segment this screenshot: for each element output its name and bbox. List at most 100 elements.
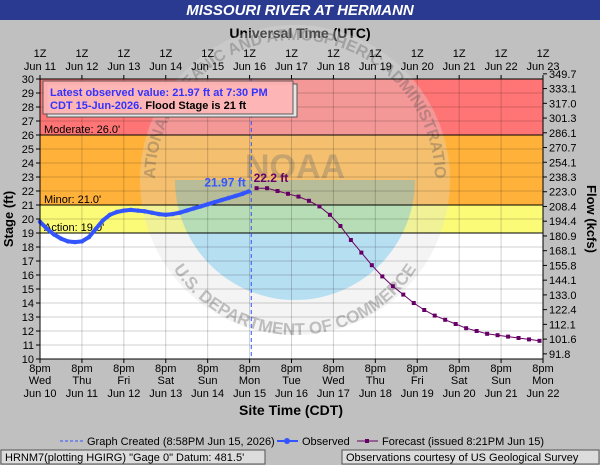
- y-right-tick-label-6: 155.8: [549, 260, 577, 272]
- flood-threshold-labels: Moderate: 26.0' Minor: 21.0' Action: 19.0': [44, 124, 120, 234]
- forecast-point-1: [265, 186, 270, 191]
- forecast-point-0: [254, 186, 259, 191]
- x-bottom-tick-day-10: Sat: [451, 375, 468, 387]
- observed-point-19: [170, 211, 175, 217]
- y-right-tick-label-11: 223.0: [549, 187, 577, 199]
- forecast-point-14: [401, 292, 406, 297]
- y-right-tick-label-8: 180.9: [549, 231, 577, 243]
- observed-point-24: [205, 202, 210, 207]
- forecast-point-12: [380, 274, 385, 279]
- observed-point-8: [93, 226, 99, 231]
- flood-threshold-label-1: Minor: 21.0': [44, 194, 101, 206]
- y-axis-right-ticks: 91.8 101.6 112.1 122.4 133.0 144.1 155.8 168.1 1…: [543, 69, 577, 361]
- forecast-point-26: [527, 337, 532, 342]
- x-bottom-tick-time-7: 8pm: [323, 363, 344, 375]
- forecast-peak-label: 22.2 ft: [254, 171, 289, 185]
- y-left-tick-label-2: 12: [22, 326, 34, 338]
- observed-point-20: [177, 210, 182, 215]
- observed-point-1: [44, 226, 50, 231]
- y-left-tick-label-14: 24: [22, 158, 34, 170]
- x-bottom-tick-time-12: 8pm: [532, 363, 553, 375]
- y-right-tick-label-3: 122.4: [549, 305, 577, 317]
- x-bottom-tick-day-3: Sat: [157, 375, 174, 387]
- x-top-tick-date-2: Jun 13: [107, 61, 140, 73]
- observed-point-5: [72, 239, 78, 245]
- x-bottom-tick-time-1: 8pm: [71, 363, 92, 375]
- x-bottom-tick-day-0: Wed: [29, 375, 51, 387]
- observed-point-11: [114, 209, 120, 215]
- x-bottom-tick-time-5: 8pm: [239, 363, 260, 375]
- x-bottom-tick-date-2: Jun 12: [107, 388, 140, 400]
- watermark-center-text: NOAA: [245, 148, 345, 186]
- y-left-tick-label-17: 27: [22, 116, 34, 128]
- forecast-point-9: [348, 238, 353, 242]
- y-right-tick-label-1: 101.6: [549, 334, 577, 346]
- observed-point-12: [121, 208, 127, 213]
- legend-observed-marker: [284, 438, 290, 444]
- footer-datum-text: HRNM7(plotting HGIRG) "Gage 0" Datum: 48…: [5, 452, 244, 464]
- y-left-tick-label-3: 13: [22, 312, 34, 324]
- x-top-tick-hour-2: 1Z: [117, 48, 130, 60]
- bottom-axis-label: Site Time (CDT): [239, 402, 343, 418]
- footer: HRNM7(plotting HGIRG) "Gage 0" Datum: 48…: [0, 449, 600, 465]
- observed-point-30: [246, 189, 251, 194]
- x-top-tick-date-4: Jun 15: [191, 61, 224, 73]
- forecast-point-22: [485, 331, 490, 336]
- legend-observed-label: Observed: [302, 436, 350, 448]
- x-top-tick-hour-6: 1Z: [285, 48, 298, 60]
- x-bottom-tick-date-6: Jun 16: [275, 388, 308, 400]
- x-top-tick-hour-11: 1Z: [495, 48, 508, 60]
- observed-series: [37, 189, 251, 245]
- legend: Graph Created (8:58PM Jun 15, 2026) Obse…: [60, 436, 544, 448]
- flood-threshold-label-0: Moderate: 26.0': [44, 124, 120, 136]
- y-right-tick-label-16: 301.3: [549, 113, 577, 125]
- watermark-wave: [175, 180, 415, 300]
- y-left-tick-label-1: 11: [23, 340, 34, 352]
- x-top-tick-date-0: Jun 11: [24, 61, 56, 73]
- forecast-point-7: [327, 212, 332, 217]
- x-bottom-tick-time-4: 8pm: [197, 363, 218, 375]
- x-bottom-tick-day-6: Tue: [282, 375, 301, 387]
- forecast-line: [256, 187, 540, 342]
- forecast-point-5: [306, 198, 311, 203]
- y-right-tick-label-5: 144.1: [549, 275, 577, 287]
- y-left-tick-label-13: 23: [22, 172, 34, 184]
- x-top-tick-hour-1: 1Z: [75, 48, 88, 60]
- y-axis-right-label: Flow (kcfs): [584, 185, 599, 253]
- flood-threshold-label-2: Action: 19.0': [44, 222, 104, 234]
- forecast-point-4: [296, 194, 301, 199]
- x-bottom-tick-time-9: 8pm: [407, 363, 428, 375]
- observed-point-23: [198, 204, 203, 209]
- x-bottom-tick-day-2: Fri: [117, 375, 130, 387]
- forecast-point-17: [432, 313, 437, 318]
- grid-lines: [39, 78, 544, 360]
- x-bottom-tick-date-1: Jun 11: [66, 388, 98, 400]
- y-left-tick-label-16: 26: [22, 130, 34, 142]
- title-bar: [0, 0, 600, 20]
- x-top-tick-hour-8: 1Z: [369, 48, 382, 60]
- x-top-tick-date-5: Jun 16: [233, 61, 266, 73]
- legend-forecast-label: Forecast (issued 8:21PM Jun 15): [382, 436, 544, 448]
- x-top-tick-hour-3: 1Z: [159, 48, 172, 60]
- y-left-tick-label-19: 29: [22, 88, 34, 100]
- observed-point-21: [184, 208, 189, 213]
- x-bottom-tick-date-12: Jun 22: [526, 388, 559, 400]
- flood-threshold-lines: [40, 134, 543, 234]
- x-bottom-tick-day-5: Mon: [239, 375, 260, 387]
- footer-right-box: [341, 449, 600, 465]
- x-bottom-tick-day-11: Sun: [491, 375, 511, 387]
- x-top-tick-hour-5: 1Z: [243, 48, 256, 60]
- observed-point-6: [79, 239, 85, 244]
- y-right-tick-label-7: 168.1: [549, 246, 577, 258]
- x-top-tick-hour-0: 1Z: [34, 48, 47, 60]
- x-bottom-tick-date-7: Jun 17: [317, 388, 350, 400]
- y-right-tick-label-9: 194.4: [549, 216, 577, 228]
- y-left-tick-label-11: 21: [22, 200, 34, 212]
- y-axis-left-label: Stage (ft): [1, 191, 16, 247]
- forecast-point-19: [453, 322, 458, 326]
- x-top-tick-date-10: Jun 21: [443, 61, 476, 73]
- x-top-tick-date-9: Jun 20: [401, 61, 434, 73]
- observed-point-9: [100, 218, 106, 223]
